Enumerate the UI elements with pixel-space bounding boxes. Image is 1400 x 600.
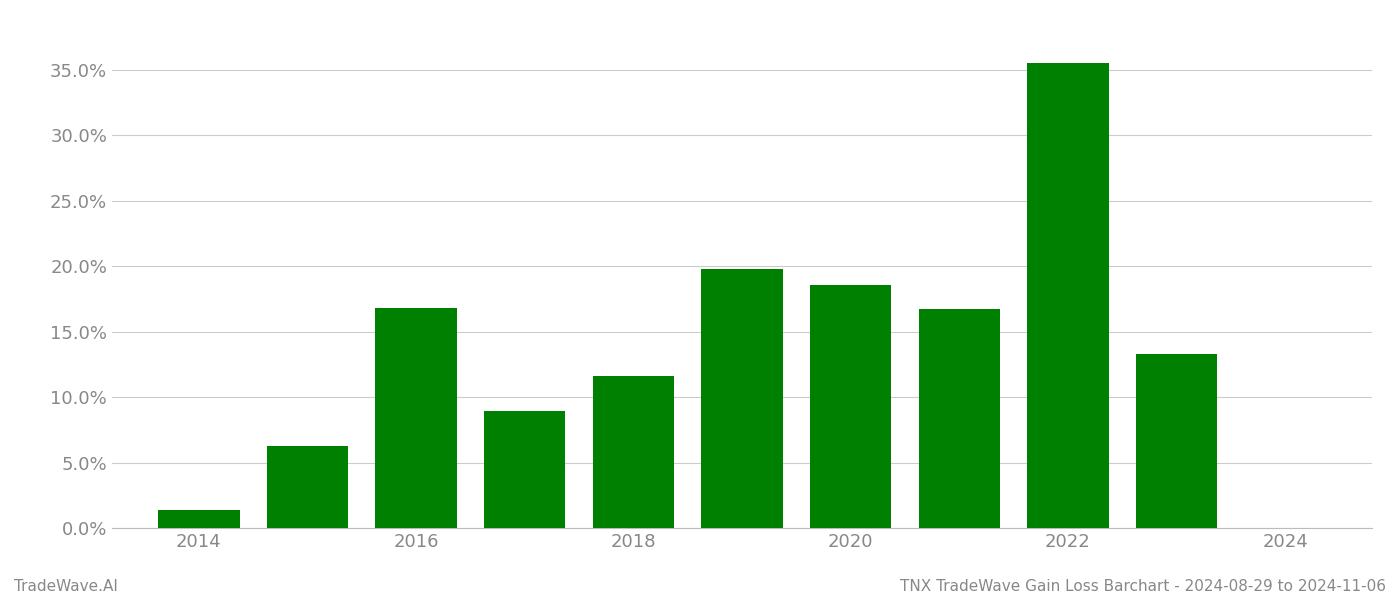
- Bar: [809, 284, 892, 528]
- Bar: [484, 412, 566, 528]
- Bar: [1135, 354, 1217, 528]
- Bar: [267, 446, 349, 528]
- Text: TNX TradeWave Gain Loss Barchart - 2024-08-29 to 2024-11-06: TNX TradeWave Gain Loss Barchart - 2024-…: [900, 579, 1386, 594]
- Bar: [1028, 63, 1109, 528]
- Bar: [592, 376, 675, 528]
- Bar: [375, 308, 456, 528]
- Text: TradeWave.AI: TradeWave.AI: [14, 579, 118, 594]
- Bar: [701, 269, 783, 528]
- Bar: [158, 509, 239, 528]
- Bar: [918, 310, 1000, 528]
